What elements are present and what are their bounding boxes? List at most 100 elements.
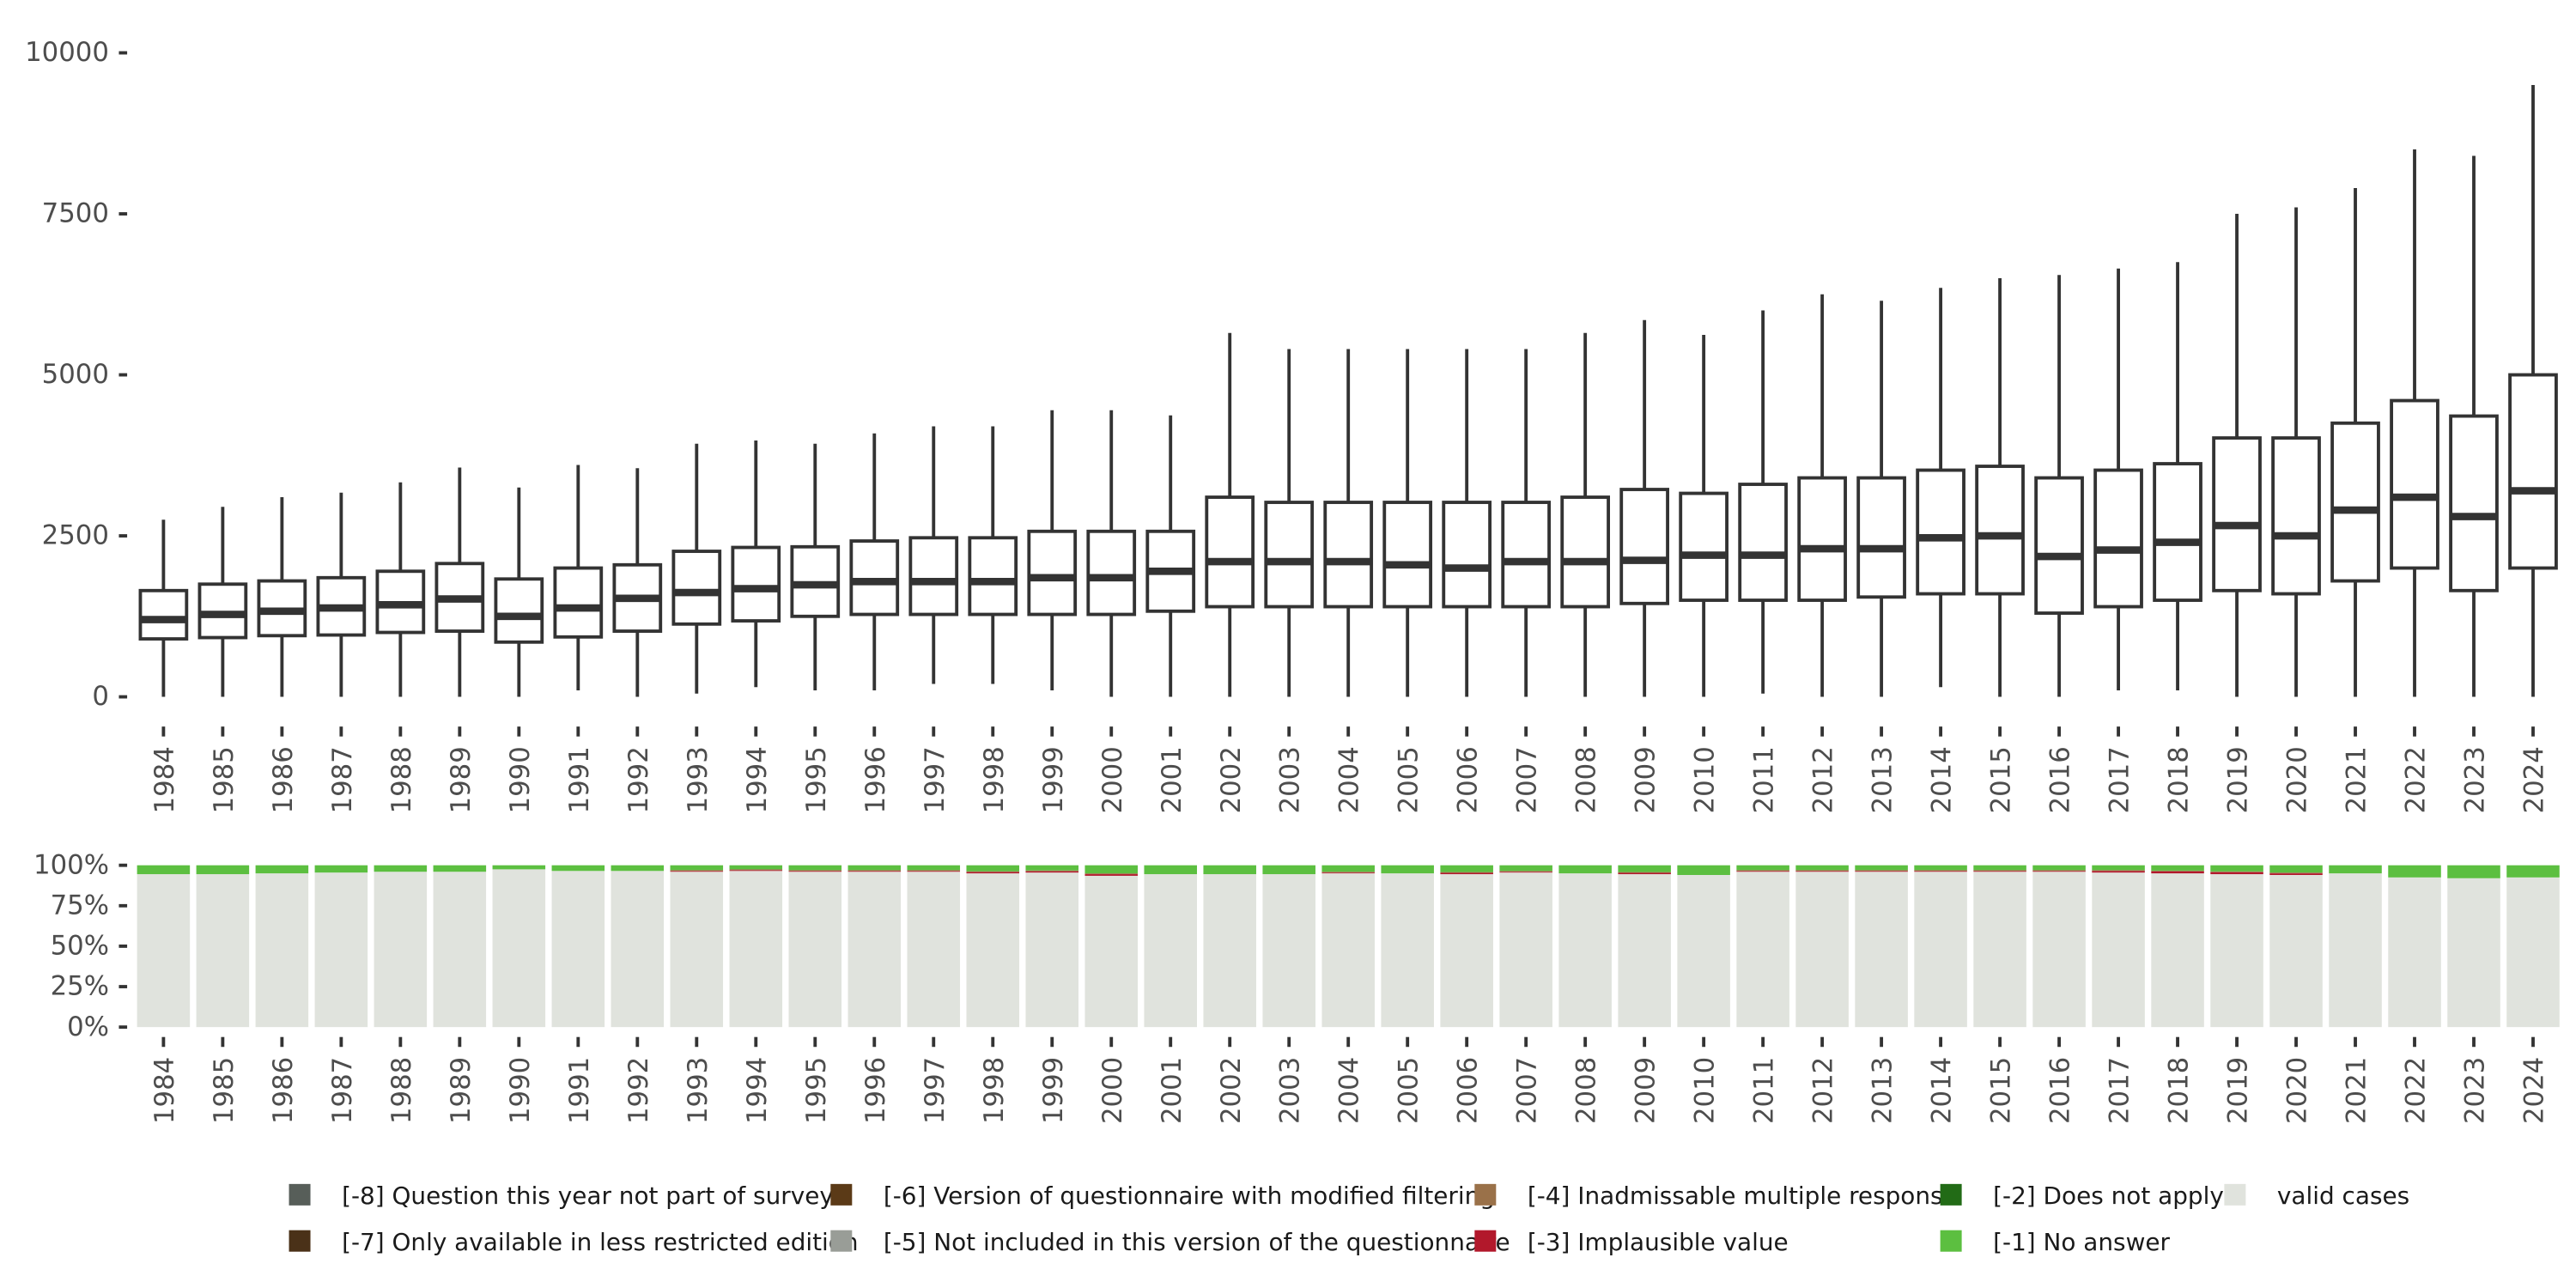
x-tick-label: 1993: [683, 1057, 714, 1124]
bar-segment: [966, 865, 1020, 872]
bar-stack-1993: [670, 865, 724, 1028]
bar-stack-2015: [1973, 865, 2026, 1028]
bar-segment: [1618, 865, 1671, 872]
x-tick-label: 1990: [505, 1057, 536, 1124]
bar-segment: [788, 872, 842, 1028]
bar-segment: [1499, 872, 1552, 1028]
x-tick-label: 1987: [327, 1057, 358, 1124]
bar-segment: [1203, 874, 1256, 1028]
bar-segment: [1795, 871, 1849, 872]
x-tick-label: 1986: [268, 746, 299, 813]
x-tick-label: 1995: [801, 746, 832, 813]
bar-stack-2009: [1618, 865, 1671, 1028]
bar-segment: [1321, 872, 1375, 874]
box-1986: [257, 497, 307, 697]
x-tick-label: 1985: [209, 746, 240, 813]
x-tick-label: 2016: [2045, 746, 2076, 813]
bar-segment: [1084, 874, 1138, 876]
bar-segment: [1025, 865, 1079, 871]
legend-item: [-1] No answer: [1940, 1228, 2171, 1256]
bar-segment: [1440, 872, 1493, 873]
box-2015: [1975, 278, 2025, 697]
y-tick-label: 5000: [42, 359, 109, 390]
bar-segment: [1144, 874, 1197, 1028]
bar-segment: [196, 865, 250, 875]
iqr-box: [731, 545, 781, 623]
bar-segment: [2388, 877, 2441, 1028]
iqr-box: [1323, 501, 1374, 609]
legend-swatch: [1940, 1183, 1962, 1206]
x-tick-label: 2001: [1157, 1057, 1188, 1124]
boxplot-panel: 0 2500 5000 7500 10000 1984 1985 1986 1987 1988 19…: [25, 37, 2558, 813]
bar-segment: [848, 871, 902, 872]
legend-swatch: [2224, 1183, 2246, 1206]
x-tick-label: 2017: [2105, 1057, 2136, 1124]
iqr-box: [1975, 465, 2025, 596]
bar-segment: [2269, 872, 2323, 874]
y-tick-label: 0: [92, 681, 109, 712]
x-tick-label: 1988: [386, 1057, 417, 1124]
x-tick-label: 1994: [742, 1057, 773, 1124]
iqr-box: [2330, 421, 2380, 583]
bar-stack-2013: [1855, 865, 1908, 1028]
x-tick-label: 2016: [2045, 1057, 2076, 1124]
bar-stack-1995: [788, 865, 842, 1028]
box-1992: [612, 468, 663, 697]
legend-label: [-8] Question this year not part of surv…: [342, 1182, 834, 1210]
x-tick-label: 2021: [2342, 746, 2372, 813]
y-tick-label: 75%: [51, 890, 109, 920]
x-tick-label: 1999: [1038, 1057, 1069, 1124]
x-tick-label: 2017: [2105, 746, 2136, 813]
bar-segment: [1618, 872, 1671, 873]
bar-segment: [1558, 873, 1612, 1028]
bar-segment: [2329, 865, 2382, 874]
iqr-box: [494, 577, 544, 644]
x-tick-label: 2012: [1808, 746, 1839, 813]
bar-stack-2024: [2506, 865, 2560, 1028]
bar-segment: [907, 871, 961, 872]
bar-stack-2006: [1440, 865, 1493, 1028]
iqr-box: [1382, 501, 1433, 609]
bar-segment: [729, 870, 783, 872]
legend-swatch: [830, 1183, 853, 1206]
bar-segment: [2388, 865, 2441, 878]
bar-segment: [1084, 875, 1138, 1028]
bar-segment: [1084, 865, 1138, 874]
bar-segment: [1914, 870, 1967, 872]
bar-segment: [2447, 865, 2500, 878]
box-2000: [1086, 410, 1137, 697]
iqr-box: [1856, 476, 1906, 599]
x-tick-label: 2001: [1157, 746, 1188, 813]
iqr-box: [1442, 501, 1492, 609]
bar-segment: [2092, 872, 2145, 1028]
bar-segment: [1677, 875, 1730, 1028]
bar-segment: [729, 865, 783, 870]
bar-segment: [2151, 871, 2204, 874]
bar-segment: [2032, 871, 2086, 872]
bar-segment: [1499, 865, 1552, 872]
x-tick-label: 2009: [1631, 1057, 1662, 1124]
x-tick-label: 2024: [2519, 746, 2550, 813]
bar-segment: [255, 865, 309, 874]
bar-segment: [848, 870, 902, 872]
bar-segment: [1025, 870, 1079, 872]
bar-segment: [2092, 865, 2145, 871]
legend-swatch: [289, 1230, 311, 1252]
bar-stack-1996: [848, 865, 902, 1028]
box-1997: [908, 426, 959, 684]
bar-segment: [1262, 874, 1315, 1028]
legend-item: [-8] Question this year not part of surv…: [289, 1182, 834, 1210]
x-tick-label: 2002: [1216, 1057, 1247, 1124]
legend-swatch: [289, 1183, 311, 1206]
bar-stack-2010: [1677, 865, 1730, 1028]
bar-stack-2020: [2269, 865, 2323, 1028]
bar-stack-1984: [137, 865, 191, 1028]
bar-segment: [1025, 871, 1079, 873]
x-tick-label: 1988: [386, 746, 417, 813]
bar-segment: [492, 865, 546, 870]
bar-stack-1990: [492, 865, 546, 1028]
x-tick-label: 1998: [979, 1057, 1010, 1124]
bar-segment: [1914, 871, 1967, 872]
iqr-box: [2449, 414, 2499, 592]
